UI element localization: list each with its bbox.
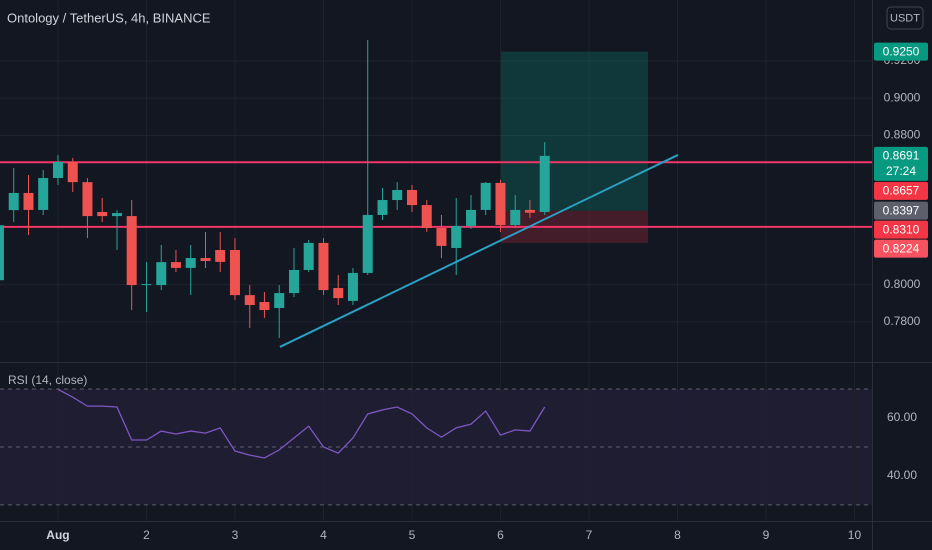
candle-body [170,262,181,268]
candle-body [156,262,167,286]
candle-body [97,211,108,217]
candle-body [510,209,521,226]
candle-body [141,284,152,286]
price-label-box [874,146,928,181]
y-tick-label: 0.9000 [884,90,921,104]
currency-label[interactable]: USDT [890,12,920,24]
candle-body [495,182,506,226]
x-tick-label: 10 [848,528,862,542]
candle-body [215,250,226,262]
candle-body [421,205,432,229]
candle-body [23,192,34,210]
candle-body [524,209,535,213]
candle-body [126,216,137,286]
x-tick-label: 8 [674,528,681,542]
candle-body [52,162,63,179]
rsi-tick-label: 60.00 [887,410,917,424]
price-label: 0.8691 [883,149,920,163]
x-tick-label: 9 [763,528,770,542]
price-label: 0.9250 [883,44,920,58]
price-label: 0.8657 [883,184,920,198]
candle-body [0,225,4,281]
trend-line [279,154,679,348]
countdown: 27:24 [886,164,916,178]
candle-body [333,288,344,299]
candle-body [244,295,255,306]
price-label-box [874,201,928,220]
x-tick-label: 3 [232,528,239,542]
candle-body [8,192,19,211]
y-tick-label: 0.8000 [884,277,921,291]
x-tick-label: 6 [497,528,504,542]
candle-body [406,189,417,206]
candle-body [480,182,491,210]
x-tick-label: 2 [143,528,150,542]
rsi-title: RSI (14, close) [8,373,87,387]
rsi-tick-label: 40.00 [887,468,917,482]
candle-body [259,302,270,311]
candle-body [362,214,373,273]
candle-body [67,162,78,183]
candle-body [111,213,122,217]
candle-body [82,182,93,217]
candle-body [347,272,358,301]
price-label: 0.8310 [883,222,920,236]
rsi-pane [0,363,872,521]
candle-body [289,269,300,294]
candle-body [185,258,196,268]
price-label: 0.8397 [883,203,920,217]
x-tick-label: 5 [409,528,416,542]
candle-body [451,225,462,248]
price-label-box [874,239,928,258]
price-label: 0.8224 [883,241,920,255]
candle-body [38,178,49,210]
price-label-box [874,42,928,61]
y-tick-label: 0.7800 [884,314,921,328]
x-tick-label: 4 [320,528,327,542]
candle-body [274,293,285,308]
currency-button[interactable] [886,6,924,30]
candle-body [200,258,211,262]
price-label-box [874,220,928,239]
chart-title: Ontology / TetherUS, 4h, BINANCE [7,10,211,25]
y-tick-label: 0.8800 [884,128,921,142]
candle-body [377,200,388,215]
price-label-box [874,181,928,200]
candle-body [436,228,447,246]
candle-body [229,250,240,296]
candle-body [539,155,550,212]
candle-body [303,242,314,270]
candle-body [392,189,403,201]
main-pane [0,0,872,362]
x-tick-label: 7 [586,528,593,542]
target-zone [501,51,649,211]
x-tick-label: Aug [46,528,69,542]
candle-body [318,242,329,291]
rsi-line [57,388,546,459]
candle-body [466,209,477,226]
